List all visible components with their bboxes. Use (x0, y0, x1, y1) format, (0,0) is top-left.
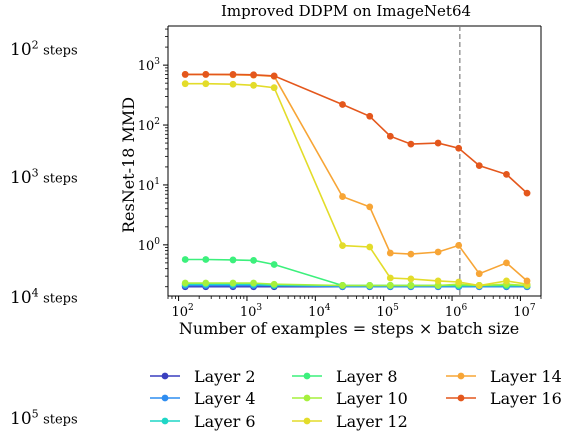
legend-marker (161, 394, 169, 402)
series-point-5 (270, 280, 278, 288)
series-point-6 (229, 80, 237, 88)
y-tick-label: 101 (138, 177, 160, 194)
series-point-6 (386, 274, 394, 282)
series-point-8 (434, 139, 442, 147)
series-point-4 (202, 256, 210, 263)
series-point-7 (434, 248, 442, 256)
x-tick-label: 103 (240, 303, 263, 320)
series-point-6 (366, 243, 374, 251)
series-point-5 (386, 282, 394, 289)
x-tick-label: 107 (513, 303, 536, 320)
series-point-6 (434, 277, 442, 285)
series-point-8 (503, 170, 510, 178)
series-point-8 (250, 71, 257, 79)
legend-marker (161, 372, 169, 380)
series-line-7 (185, 73, 528, 282)
series-point-4 (229, 256, 237, 264)
steps-label-1e2: 102 steps (10, 38, 78, 60)
series-point-8 (366, 112, 374, 120)
series-point-8 (386, 132, 394, 140)
legend-label: Layer 6 (194, 412, 256, 431)
series-point-5 (229, 279, 237, 287)
legend-label: Layer 2 (194, 367, 256, 386)
x-tick-label: 105 (377, 303, 400, 320)
steps-label-1e3: 103 steps (10, 166, 78, 188)
legend-label: Layer 8 (336, 367, 398, 386)
series-line-6 (185, 82, 528, 287)
y-tick-label: 103 (138, 57, 161, 74)
x-tick-label: 104 (308, 303, 331, 320)
series-point-7 (407, 250, 415, 258)
series-line-4 (185, 258, 527, 287)
series-point-5 (339, 282, 346, 289)
chart-title: Improved DDPM on ImageNet64 (221, 2, 471, 20)
series-point-7 (523, 277, 531, 285)
series-point-4 (270, 261, 278, 268)
series-point-6 (407, 275, 415, 283)
plot-area: 102 103 104 105 106 107 100 101 102 103 (138, 25, 542, 320)
series-point-6 (202, 80, 210, 88)
series-point-6 (503, 277, 510, 285)
series-point-7 (386, 249, 394, 257)
y-tick-label: 100 (138, 237, 161, 254)
y-axis-title: ResNet-18 MMD (119, 97, 138, 233)
series-point-5 (407, 282, 415, 289)
series-point-6 (339, 242, 346, 250)
legend: Layer 2 Layer 4 Layer 6 Layer 8 Layer 10 Laye… (150, 367, 562, 431)
series-point-8 (455, 144, 463, 152)
x-axis-title: Number of examples = steps × batch size (179, 319, 519, 338)
series-point-8 (475, 162, 483, 170)
series-line-8 (185, 73, 528, 194)
series-point-6 (250, 81, 257, 89)
series-point-6 (270, 84, 278, 92)
legend-marker (303, 394, 311, 402)
y-tick-label: 102 (138, 117, 160, 134)
series-point-5 (202, 279, 210, 287)
series-point-8 (523, 189, 531, 197)
x-tick-label: 106 (445, 303, 468, 320)
series-point-8 (407, 140, 415, 148)
steps-label-1e4: 104 steps (10, 286, 78, 308)
series-point-7 (339, 193, 346, 200)
series-point-8 (202, 71, 210, 78)
legend-label: Layer 12 (336, 412, 408, 431)
legend-marker (303, 372, 311, 380)
series-point-5 (250, 279, 257, 287)
series-point-8 (229, 71, 237, 78)
series-point-6 (455, 278, 463, 286)
legend-label: Layer 14 (490, 367, 562, 386)
legend-marker (457, 372, 465, 380)
series-point-4 (250, 257, 257, 264)
legend-label: Layer 10 (336, 389, 408, 408)
series-point-5 (366, 282, 374, 289)
series-point-5 (181, 279, 189, 287)
legend-marker (303, 417, 311, 425)
series-point-6 (475, 282, 483, 289)
series-point-8 (339, 101, 346, 108)
x-tick-label: 102 (171, 303, 193, 320)
steps-label-1e5: 105 steps (10, 407, 78, 429)
series-point-7 (475, 270, 483, 278)
legend-label: Layer 4 (194, 389, 256, 408)
series-point-7 (503, 259, 510, 267)
legend-marker (161, 417, 169, 425)
series-point-8 (270, 72, 278, 80)
series-point-8 (181, 71, 189, 78)
legend-label: Layer 16 (490, 389, 562, 408)
series-point-7 (455, 241, 463, 249)
series-point-7 (366, 203, 374, 211)
series-point-6 (181, 80, 189, 88)
series-point-4 (181, 256, 189, 263)
legend-marker (457, 394, 465, 402)
